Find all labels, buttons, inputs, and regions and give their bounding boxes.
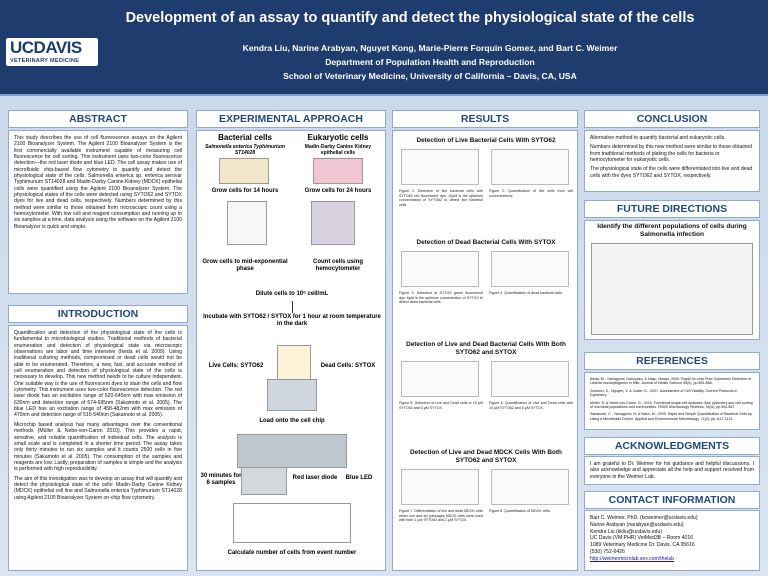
flow-node: Red laser diode — [292, 475, 338, 481]
figure — [401, 149, 479, 185]
image — [591, 243, 753, 335]
flow-node: Incubate with SYTO62 / SYTOX for 1 hour … — [203, 314, 381, 327]
reference: Sakamoto, C., Yamaguchi, N. & Nasu, M., … — [590, 412, 752, 421]
logo: UCDAVIS VETERINARY MEDICINE — [6, 38, 98, 66]
introduction: Quantification and detection of the phys… — [8, 325, 188, 571]
results: Detection of Live Bacterial Cells With S… — [392, 130, 578, 571]
figure — [401, 361, 479, 397]
paragraph: Quantification and detection of the phys… — [14, 330, 182, 419]
section-heading: ABSTRACT — [8, 110, 188, 128]
section-heading: EXPERIMENTAL APPROACH — [196, 110, 386, 128]
figure-caption: Figure 2. Quantification of live cells f… — [489, 189, 573, 198]
flow-node: Live Cells: SYTO62 — [208, 363, 264, 369]
image — [311, 201, 355, 245]
conclusion: Alternative method to quantify bacterial… — [584, 130, 760, 192]
flow-node: Load onto the cell chip — [259, 418, 325, 424]
figure-caption: Figure 6. Quantification of Live and Dea… — [489, 401, 573, 410]
flow-node: Calculate number of cells from event num… — [227, 550, 357, 556]
contact: Bart C. Weimer, PhD. (bcweimer@ucdavis.e… — [584, 510, 760, 571]
department: Department of Population Health and Repr… — [325, 57, 535, 67]
abstract-text: This study describes the use of cell flu… — [14, 135, 182, 230]
header: UCDAVIS VETERINARY MEDICINE Development o… — [0, 0, 768, 96]
flow-node: Salmonella enterica Typhimurium ST14028 — [205, 144, 285, 156]
figure-caption: Figure 5. Detection of Live and Dead cel… — [399, 401, 483, 410]
bullet: The physiological state of the cells wer… — [590, 166, 753, 179]
flow-node: Grow cells for 24 hours — [304, 188, 372, 194]
figure-caption: Figure 8. Quantification of MDCK cells. — [489, 509, 551, 513]
bullet: Numbers determined by this new method we… — [590, 144, 752, 164]
result-title: Detection of Live and Dead Bacterial Cel… — [406, 341, 566, 356]
section-heading: ACKNOWLEDGMENTS — [584, 437, 760, 455]
reference: Ikeda, M., Yamaguchi, Nobuyasu, & Nasu, … — [590, 377, 752, 386]
flow-node: Blue LED — [345, 475, 373, 481]
flowchart: Bacterial cells Eukaryotic cells Salmone… — [196, 130, 386, 571]
figure-caption: Figure 4. Quantification of dead bacteri… — [489, 291, 563, 295]
flow-node: Eukaryotic cells — [307, 133, 369, 142]
result-title: Detection of Live and Dead MDCK Cells Wi… — [410, 449, 562, 464]
future: Identify the different populations of ce… — [584, 220, 760, 340]
result-title: Detection of Live Bacterial Cells With S… — [416, 137, 556, 144]
image — [237, 434, 347, 468]
paragraph: Microchip based analysis has many advant… — [14, 421, 182, 473]
image — [227, 201, 267, 245]
contact-line: UC Davis (VM:PHR) VetMed3B – Room 4016 — [590, 535, 694, 542]
contact-line: Bart C. Weimer, PhD. (bcweimer@ucdavis.e… — [590, 515, 698, 521]
section-heading: INTRODUCTION — [8, 305, 188, 323]
section-heading: CONCLUSION — [584, 110, 760, 128]
figure — [401, 251, 479, 287]
section-heading: CONTACT INFORMATION — [584, 491, 760, 509]
references: Ikeda, M., Yamaguchi, Nobuyasu, & Nasu, … — [584, 372, 760, 430]
contact-line: Kendra Liu (kkliu@ucdavis.edu) — [590, 528, 662, 535]
section-heading: REFERENCES — [584, 352, 760, 370]
reference: Müller, S. & Nebe-von-Caron, G., 2010. F… — [590, 400, 753, 410]
reference: Johnson, S., Nguyen, V. & Coder, D., 200… — [590, 388, 738, 398]
title: Development of an assay to quantify and … — [125, 10, 695, 26]
section-heading: FUTURE DIRECTIONS — [584, 200, 760, 218]
contact-line: http://weimermicrolab.sex.com/thelab — [590, 555, 675, 562]
image — [241, 467, 287, 495]
image — [219, 158, 269, 184]
figure — [491, 251, 569, 287]
paragraph: The aim of this investigation was to dev… — [14, 475, 182, 501]
image — [267, 379, 317, 411]
flow-node: Dilute cells to 10⁶ cell/mL — [255, 291, 329, 297]
figure-caption: Figure 3. Detection of SYTOX green fluor… — [399, 291, 483, 304]
figure — [491, 469, 569, 505]
authors: Kendra Liu, Narine Arabyan, Nguyet Kong,… — [242, 43, 618, 53]
flow-node: Grow cells for 14 hours — [211, 188, 279, 194]
contact-line: Narine Arabyan (narabyan@ucdavis.edu) — [590, 521, 684, 528]
image — [277, 345, 311, 385]
bullet: Alternative method to quantify bacterial… — [590, 135, 726, 141]
flow-node: Count cells using hemocytometer — [312, 259, 363, 272]
result-title: Detection of Dead Bacterial Cells With S… — [416, 239, 556, 246]
future-text: Identify the different populations of ce… — [597, 223, 747, 238]
image — [233, 503, 351, 543]
logo-subtext: VETERINARY MEDICINE — [10, 58, 80, 64]
flow-node: 30 minutes for 6 samples — [200, 473, 242, 486]
flow-node: Dead Cells: SYTOX — [320, 363, 376, 369]
school: School of Veterinary Medicine, Universit… — [283, 71, 577, 81]
flow-node: Bacterial cells — [218, 133, 272, 142]
abstract: This study describes the use of cell flu… — [8, 130, 188, 294]
figure — [491, 149, 569, 185]
logo-text: UCDAVIS — [10, 38, 82, 57]
contact-line: 1089 Veterinary Medicine Dr. Davis, CA 9… — [590, 542, 695, 549]
image — [313, 158, 363, 184]
acknowledgements-text: I am grateful to Dr. Weimer for his guid… — [590, 461, 754, 480]
figure — [401, 469, 479, 505]
arrow — [292, 301, 293, 313]
flow-node: Grow cells to mid-exponential phase — [202, 259, 288, 272]
acknowledgements: I am grateful to Dr. Weimer for his guid… — [584, 456, 760, 485]
flow-node: Madin-Darby Canine Kidney epithelial cel… — [304, 144, 372, 156]
figure-caption: Figure 1. Detection of live bacterial ce… — [399, 189, 483, 207]
contact-line: (530) 752-6426 — [590, 548, 625, 555]
section-heading: RESULTS — [392, 110, 578, 128]
figure-caption: Figure 7. Differentiation of live and de… — [399, 509, 483, 522]
figure — [491, 361, 569, 397]
